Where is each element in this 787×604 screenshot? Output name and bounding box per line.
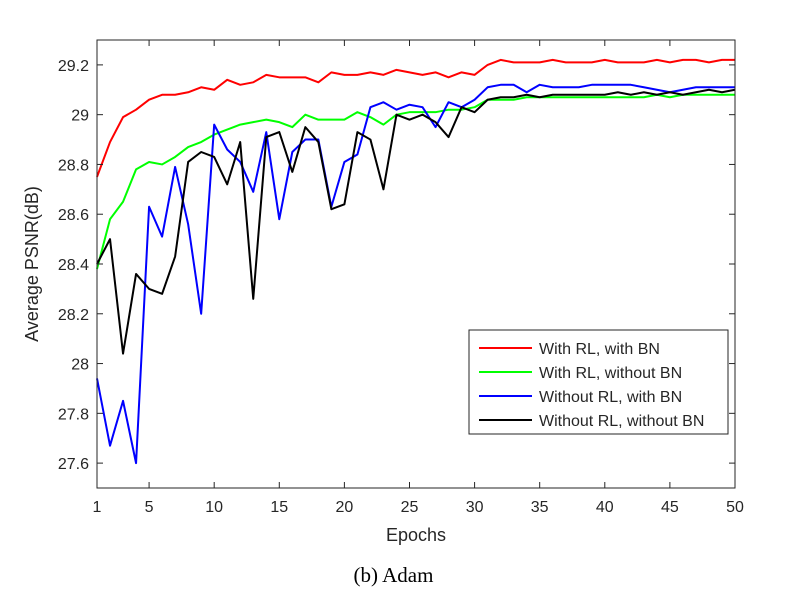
y-tick-label: 28: [71, 357, 89, 374]
y-tick-label: 28.2: [58, 307, 89, 324]
y-tick-label: 28.8: [58, 157, 89, 174]
series-line-4: [96, 88, 736, 355]
figure-caption: (b) Adam: [353, 563, 434, 587]
series-line-2: [96, 93, 735, 270]
x-tick-label: 25: [401, 499, 419, 516]
x-tick-label: 50: [726, 499, 744, 516]
legend: With RL, with BN With RL, without BN Witho…: [468, 329, 729, 435]
x-tick-label: 35: [531, 499, 549, 516]
x-tick-label: 10: [205, 499, 223, 516]
x-tick-label: 30: [466, 499, 484, 516]
y-tick-label: 29.2: [58, 58, 89, 75]
x-tick-label: 20: [335, 499, 353, 516]
legend-label-1: With RL, with BN: [539, 341, 660, 358]
y-tick-label: 27.8: [58, 406, 89, 423]
x-tick-label: 15: [270, 499, 288, 516]
x-tick-label: 40: [596, 499, 614, 516]
legend-label-2: With RL, without BN: [539, 365, 682, 382]
series-line-3: [96, 83, 735, 465]
y-tick-label: 28.6: [58, 207, 89, 224]
y-axis-ticks: 27.6 27.8 28 28.2 28.4 28.6 28.8 29 29.2: [58, 58, 735, 473]
y-tick-label: 27.6: [58, 456, 89, 473]
series-lines: [96, 58, 736, 465]
x-tick-label: 5: [145, 499, 154, 516]
legend-label-3: Without RL, with BN: [539, 389, 682, 406]
chart: 1 5 10 15 20 25 30 35 40 45 50 27.627.82828.228.42…: [22, 39, 744, 545]
x-axis-ticks: 1 5 10 15 20 25 30 35 40 45 50: [93, 40, 744, 516]
y-tick-label: 29: [71, 108, 89, 125]
x-tick-label: 1: [93, 499, 102, 516]
x-tick-label: 45: [661, 499, 679, 516]
x-axis-label: Epochs: [386, 525, 446, 545]
series-line-1: [96, 58, 735, 178]
y-tick-label: 28.4: [58, 257, 89, 274]
y-axis-label: Average PSNR(dB): [22, 186, 42, 342]
legend-label-4: Without RL, without BN: [539, 413, 704, 430]
